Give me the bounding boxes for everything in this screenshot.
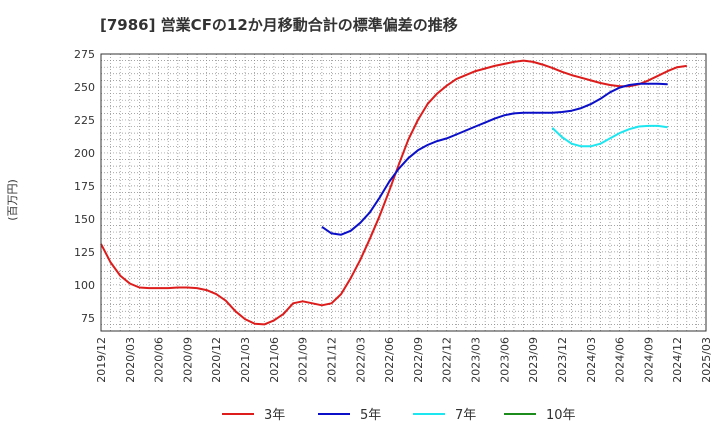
x-tick-label: 2021/09: [297, 337, 310, 383]
y-tick-label: 200: [74, 147, 95, 160]
x-tick-label: 2020/03: [124, 337, 137, 383]
x-tick-label: 2020/06: [153, 337, 166, 383]
y-tick-label: 250: [74, 81, 95, 94]
legend-label-4: 10年: [546, 408, 576, 423]
x-tick-label: 2022/06: [383, 337, 396, 383]
x-tick-label: 2024/09: [642, 337, 655, 383]
y-tick-label: 225: [74, 114, 95, 127]
legend-label-2: 5年: [360, 408, 381, 423]
y-axis-label: (百万円): [6, 179, 19, 221]
x-tick-label: 2023/03: [470, 337, 483, 383]
x-tick-label: 2019/12: [95, 337, 108, 383]
legend-label-3: 7年: [455, 408, 476, 423]
x-tick-label: 2021/06: [268, 337, 281, 383]
y-tick-label: 275: [74, 48, 95, 61]
x-tick-label: 2023/12: [556, 337, 569, 383]
series-line-1: [100, 59, 687, 326]
x-tick-label: 2022/12: [441, 337, 454, 383]
y-tick-label: 75: [81, 312, 95, 325]
x-tick-label: 2024/06: [614, 337, 627, 383]
x-tick-label: 2021/03: [239, 337, 252, 383]
series-line-3: [551, 124, 668, 148]
y-tick-label: 125: [74, 246, 95, 259]
series-line-2: [321, 82, 668, 236]
legend: 3年 5年 7年 10年: [222, 408, 576, 423]
plot-area: 75 100 125 150 175 200 225 250 275 2019/12 2020/03…: [74, 48, 713, 383]
y-tick-label: 150: [74, 213, 95, 226]
x-tick-label: 2024/12: [671, 337, 684, 383]
x-tick-label: 2022/09: [412, 337, 425, 383]
x-tick-label: 2020/12: [210, 337, 223, 383]
chart-title: [7986] 営業CFの12か月移動合計の標準偏差の推移: [100, 16, 458, 34]
x-tick-label: 2022/03: [354, 337, 367, 383]
x-tick-label: 2025/03: [700, 337, 713, 383]
x-tick-label: 2021/12: [325, 337, 338, 383]
x-tick-label: 2024/03: [585, 337, 598, 383]
y-tick-label: 175: [74, 180, 95, 193]
x-tick-label: 2023/09: [527, 337, 540, 383]
x-tick-label: 2023/06: [498, 337, 511, 383]
legend-label-1: 3年: [264, 408, 285, 423]
y-tick-label: 100: [74, 279, 95, 292]
plot-border: [100, 53, 707, 332]
x-tick-label: 2020/09: [181, 337, 194, 383]
